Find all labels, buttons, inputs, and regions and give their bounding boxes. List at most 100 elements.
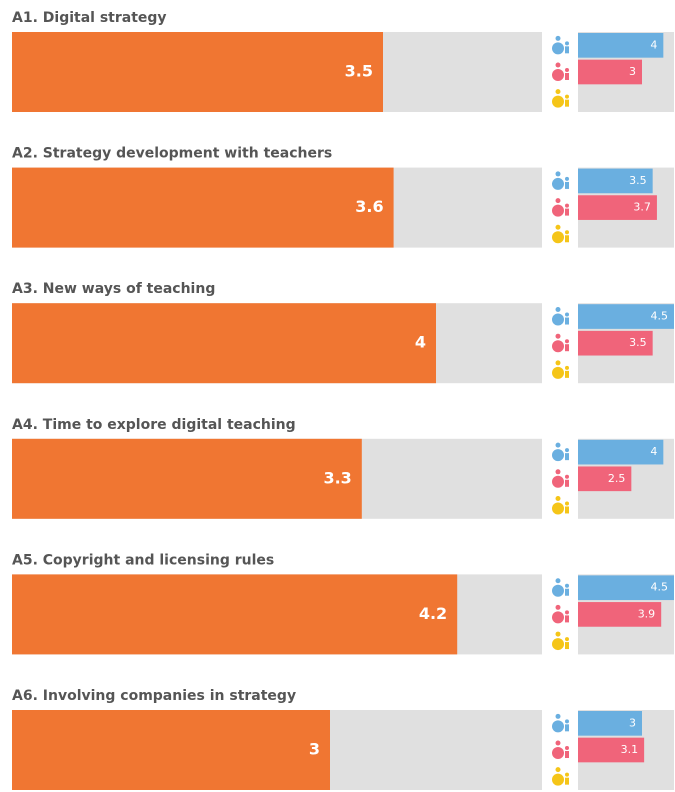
icon <box>555 740 561 746</box>
value-label: 4 <box>650 445 657 458</box>
bar <box>12 710 330 790</box>
icon <box>555 224 561 230</box>
icon <box>555 360 561 366</box>
icon <box>565 751 569 758</box>
bar <box>578 330 653 356</box>
icon <box>555 767 561 773</box>
bar <box>12 574 458 655</box>
bar <box>578 711 642 736</box>
icon <box>565 365 569 370</box>
icon <box>552 340 564 353</box>
icon <box>552 584 564 597</box>
icon <box>565 588 569 596</box>
icon <box>555 171 561 177</box>
icon <box>565 312 569 317</box>
value-label: 3.5 <box>629 336 647 349</box>
chart-title: A3. New ways of teaching <box>12 281 215 297</box>
icon <box>565 41 569 46</box>
value-label: 3 <box>629 716 636 729</box>
icon <box>552 502 564 515</box>
value-label: 3 <box>309 740 320 759</box>
value-label: 3.1 <box>621 743 639 756</box>
bar <box>578 602 662 627</box>
icon <box>555 62 561 68</box>
icon <box>565 208 569 216</box>
bar <box>12 303 436 384</box>
icon <box>565 448 569 453</box>
bar <box>578 737 645 763</box>
icon <box>565 203 569 208</box>
bar <box>12 32 383 112</box>
chart-title: A6. Involving companies in strategy <box>12 688 296 704</box>
icon <box>565 46 569 54</box>
icon <box>565 99 569 107</box>
icon <box>555 333 561 339</box>
icon <box>565 453 569 461</box>
bar <box>578 575 674 601</box>
value-label: 3 <box>629 65 636 78</box>
icon <box>565 94 569 99</box>
bar <box>578 59 642 85</box>
bar <box>12 167 394 248</box>
icon <box>565 777 569 785</box>
icon <box>565 610 569 615</box>
icon <box>555 89 561 95</box>
bar <box>578 33 664 58</box>
icon <box>552 475 564 488</box>
chart-title: A4. Time to explore digital teaching <box>12 417 296 433</box>
icon <box>552 42 564 55</box>
bar <box>12 438 362 519</box>
value-label: 4 <box>415 333 426 352</box>
icon <box>565 474 569 479</box>
icon <box>552 204 564 217</box>
icon <box>555 604 561 610</box>
icon <box>565 724 569 732</box>
bar <box>578 304 674 329</box>
icon <box>565 73 569 80</box>
icon <box>555 442 561 448</box>
icon <box>552 747 564 759</box>
icon <box>555 35 561 41</box>
icon <box>555 713 561 719</box>
icon <box>555 469 561 475</box>
icon <box>552 773 564 786</box>
bar <box>578 439 664 465</box>
icon <box>565 637 569 642</box>
chart-title: A5. Copyright and licensing rules <box>12 552 274 568</box>
bar <box>578 195 657 220</box>
value-label: 3.6 <box>355 197 383 216</box>
icon <box>552 366 564 379</box>
value-label: 4.5 <box>651 581 669 594</box>
icon <box>555 495 561 501</box>
icon <box>565 339 569 344</box>
icon <box>565 317 569 325</box>
icon <box>565 719 569 724</box>
value-label: 3.5 <box>345 62 373 81</box>
value-label: 4 <box>650 38 657 51</box>
icon <box>552 69 564 81</box>
icon <box>565 68 569 72</box>
icon <box>565 772 569 777</box>
icon <box>565 583 569 588</box>
icon <box>565 506 569 514</box>
icon <box>552 611 564 624</box>
icon <box>552 231 564 244</box>
icon <box>552 638 564 651</box>
icon <box>555 307 561 313</box>
chart-title: A1. Digital strategy <box>12 10 167 26</box>
icon <box>565 344 569 352</box>
bar <box>578 168 653 194</box>
value-label: 3.9 <box>638 607 656 620</box>
icon <box>555 578 561 584</box>
icon <box>565 501 569 506</box>
icon <box>552 95 564 108</box>
icon <box>565 642 569 650</box>
bar <box>578 466 632 492</box>
value-label: 2.5 <box>608 472 626 485</box>
icon <box>565 176 569 181</box>
icon <box>565 235 569 243</box>
icon <box>565 230 569 235</box>
icon <box>555 198 561 204</box>
value-label: 3.5 <box>629 174 647 187</box>
